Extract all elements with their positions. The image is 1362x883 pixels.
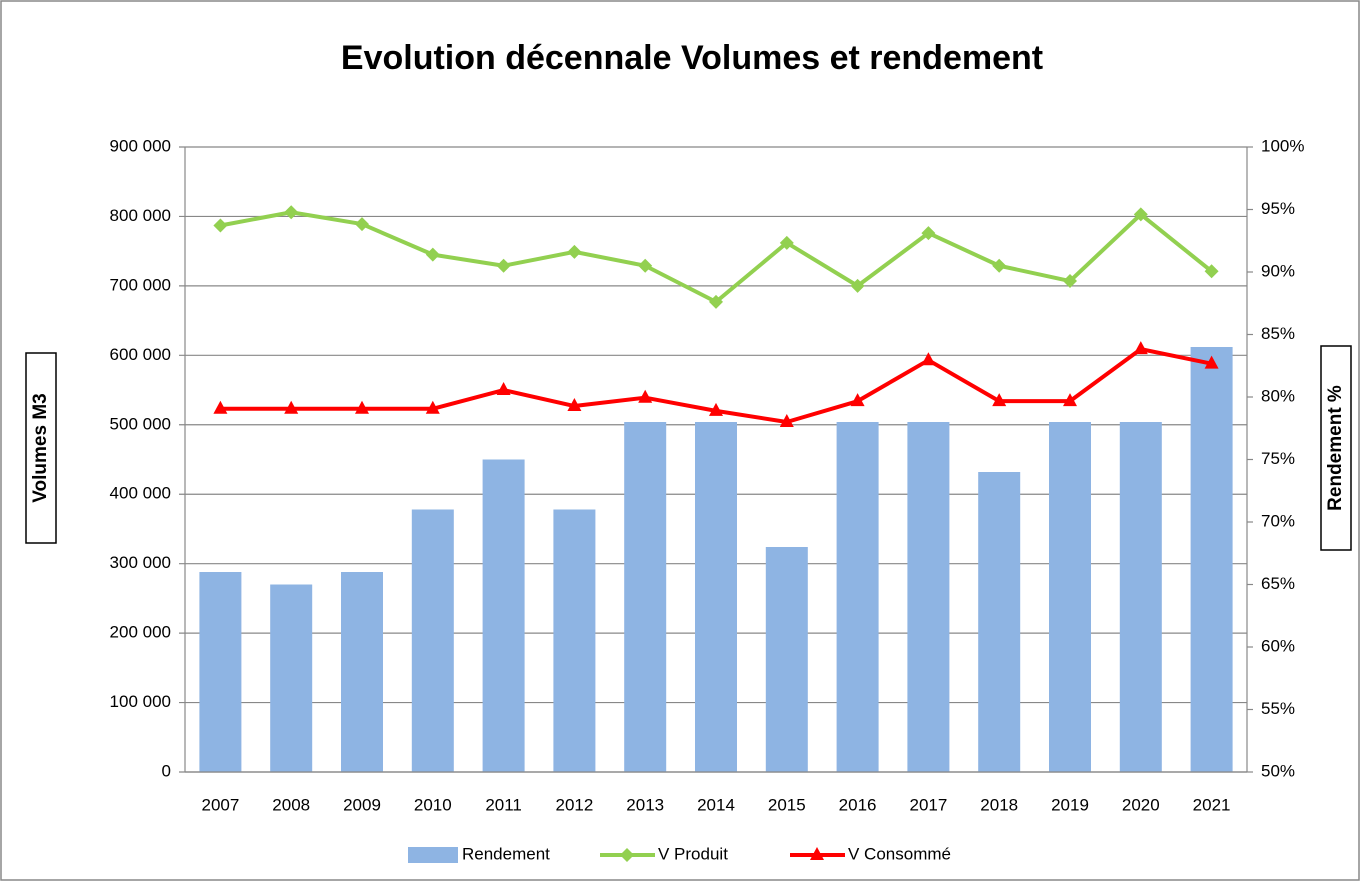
- y2-tick-label: 75%: [1261, 449, 1295, 468]
- marker: [567, 244, 582, 259]
- marker: [779, 235, 794, 250]
- y2-tick-label: 85%: [1261, 324, 1295, 343]
- bar: [836, 422, 879, 772]
- chart-title: Evolution décennale Volumes et rendement: [341, 39, 1043, 77]
- marker: [1133, 341, 1148, 355]
- y-label-box: [25, 352, 57, 544]
- x-tick-label: 2019: [1051, 795, 1089, 814]
- legend-label: V Consommé: [848, 844, 951, 863]
- bar: [1049, 422, 1091, 772]
- x-tick-label: 2013: [626, 795, 664, 814]
- bar: [624, 422, 667, 772]
- legend-marker: [620, 848, 634, 862]
- marker: [284, 400, 299, 414]
- bar: [411, 509, 454, 772]
- marker: [1133, 207, 1148, 222]
- y2-tick-label: 100%: [1261, 136, 1304, 155]
- bar: [978, 472, 1021, 772]
- marker: [779, 414, 794, 427]
- x-tick-label: 2016: [839, 795, 877, 814]
- y-tick-label: 800 000: [110, 206, 171, 225]
- y2-tick-label: 60%: [1261, 636, 1295, 655]
- bar: [341, 572, 383, 772]
- x-tick-label: 2020: [1122, 795, 1160, 814]
- y-tick-label: 600 000: [110, 345, 171, 364]
- marker: [992, 393, 1007, 407]
- marker: [709, 294, 723, 309]
- x-tick-label: 2017: [909, 795, 947, 814]
- y-tick-label: 0: [162, 761, 171, 780]
- bar: [907, 422, 950, 772]
- x-tick-label: 2011: [485, 795, 522, 814]
- marker: [355, 217, 369, 232]
- bar: [1190, 347, 1233, 772]
- bar: [1119, 422, 1162, 772]
- y-tick-label: 200 000: [110, 623, 171, 642]
- marker: [709, 402, 723, 416]
- bar: [765, 547, 808, 772]
- marker: [1204, 264, 1219, 279]
- marker: [1063, 274, 1077, 289]
- x-tick-label: 2009: [343, 795, 381, 814]
- marker: [921, 226, 936, 241]
- y-tick-label: 300 000: [110, 553, 171, 572]
- x-tick-label: 2008: [272, 795, 310, 814]
- y2-tick-label: 50%: [1261, 761, 1295, 780]
- x-tick-label: 2007: [201, 795, 239, 814]
- marker: [496, 258, 511, 273]
- bar: [482, 459, 525, 772]
- legend-marker: [810, 847, 824, 860]
- legend-swatch: [408, 847, 458, 863]
- y-tick-label: 400 000: [110, 484, 171, 503]
- y2-label-box: [1320, 345, 1352, 551]
- legend-label: V Produit: [658, 844, 728, 863]
- y2-tick-label: 70%: [1261, 511, 1295, 530]
- x-tick-label: 2021: [1193, 795, 1231, 814]
- marker: [213, 218, 228, 233]
- bar: [695, 422, 737, 772]
- y-tick-label: 700 000: [110, 275, 171, 294]
- marker: [1204, 355, 1219, 369]
- y-axis-label: Volumes M3: [30, 393, 51, 502]
- legend-label: Rendement: [462, 844, 550, 863]
- marker: [921, 352, 936, 366]
- marker: [496, 382, 511, 396]
- marker: [638, 258, 653, 273]
- marker: [425, 247, 440, 262]
- y2-tick-label: 90%: [1261, 261, 1295, 280]
- marker: [213, 400, 228, 414]
- y-tick-label: 900 000: [110, 136, 171, 155]
- y-tick-label: 500 000: [110, 414, 171, 433]
- marker: [425, 400, 440, 414]
- x-tick-label: 2018: [980, 795, 1018, 814]
- y-tick-label: 100 000: [110, 692, 171, 711]
- marker: [992, 258, 1007, 273]
- x-tick-label: 2015: [768, 795, 806, 814]
- marker: [355, 400, 369, 414]
- marker: [567, 398, 582, 412]
- marker: [850, 278, 865, 293]
- y2-tick-label: 55%: [1261, 699, 1295, 718]
- bar: [553, 509, 596, 772]
- x-tick-label: 2012: [555, 795, 593, 814]
- y2-tick-label: 80%: [1261, 386, 1295, 405]
- y2-tick-label: 95%: [1261, 199, 1295, 218]
- bar: [199, 572, 242, 772]
- x-tick-label: 2010: [414, 795, 452, 814]
- x-tick-label: 2014: [697, 795, 735, 814]
- y2-tick-label: 65%: [1261, 574, 1295, 593]
- marker: [1063, 393, 1077, 407]
- marker: [850, 393, 865, 407]
- y2-axis-label: Rendement %: [1325, 385, 1346, 511]
- bar: [270, 584, 313, 772]
- marker: [284, 205, 299, 220]
- marker: [638, 389, 653, 403]
